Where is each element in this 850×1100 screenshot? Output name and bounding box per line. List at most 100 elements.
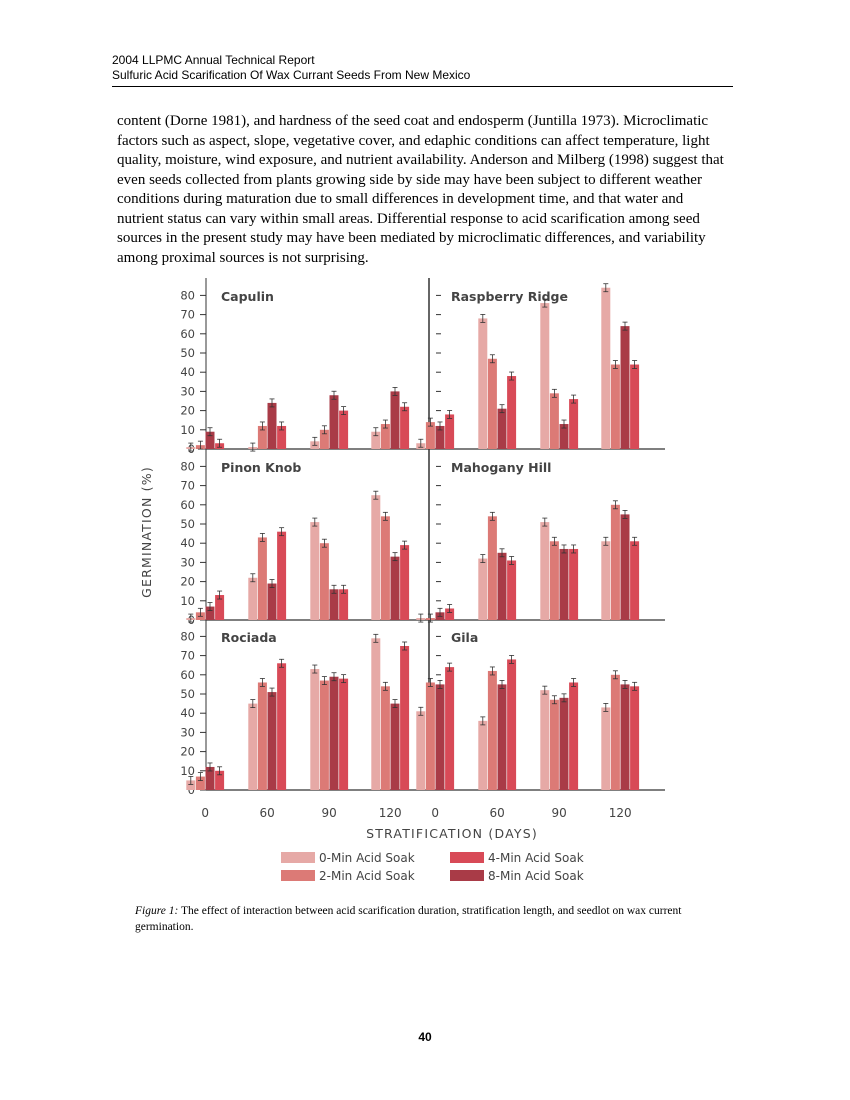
panel-title: Pinon Knob bbox=[221, 460, 301, 475]
bar-pinon-knob bbox=[339, 589, 349, 620]
bar-mahogany-hill bbox=[601, 541, 611, 620]
bar-capulin bbox=[267, 402, 277, 449]
panel-title: Gila bbox=[451, 630, 478, 645]
legend-swatch bbox=[281, 870, 315, 881]
bar-gila bbox=[445, 667, 455, 790]
bar-raspberry-ridge bbox=[487, 358, 497, 449]
bar-raspberry-ridge bbox=[540, 303, 550, 449]
panel-title: Rociada bbox=[221, 630, 277, 645]
bar-gila bbox=[569, 682, 579, 790]
y-tick-label: 30 bbox=[180, 384, 195, 398]
bar-raspberry-ridge bbox=[435, 425, 445, 449]
bar-mahogany-hill bbox=[549, 541, 559, 620]
bar-gila bbox=[507, 659, 517, 790]
y-tick-label: 70 bbox=[180, 308, 195, 322]
bar-mahogany-hill bbox=[507, 560, 517, 620]
y-tick-label: 30 bbox=[180, 725, 195, 739]
y-tick-label: 10 bbox=[180, 423, 195, 437]
bar-gila bbox=[497, 684, 507, 790]
legend-swatch bbox=[450, 870, 484, 881]
header-divider bbox=[112, 86, 733, 87]
bar-capulin bbox=[277, 425, 287, 449]
bar-rociada bbox=[257, 682, 267, 790]
bar-rociada bbox=[186, 780, 196, 790]
bar-raspberry-ridge bbox=[610, 364, 620, 449]
bar-rociada bbox=[329, 676, 339, 790]
bar-capulin bbox=[257, 425, 267, 449]
y-tick-label: 50 bbox=[180, 346, 195, 360]
y-tick-label: 50 bbox=[180, 517, 195, 531]
bar-gila bbox=[559, 697, 569, 790]
y-tick-label: 70 bbox=[180, 649, 195, 663]
y-tick-label: 10 bbox=[180, 594, 195, 608]
bar-rociada bbox=[267, 692, 277, 790]
bar-pinon-knob bbox=[400, 545, 410, 620]
y-tick-label: 80 bbox=[180, 459, 195, 473]
x-tick-label: 90 bbox=[552, 806, 567, 820]
bar-raspberry-ridge bbox=[425, 422, 435, 449]
bar-capulin bbox=[205, 431, 215, 449]
legend-label: 8-Min Acid Soak bbox=[488, 869, 584, 883]
x-tick-label: 60 bbox=[490, 806, 505, 820]
bar-raspberry-ridge bbox=[478, 318, 488, 449]
bar-pinon-knob bbox=[390, 556, 400, 620]
bar-pinon-knob bbox=[215, 595, 225, 620]
bar-gila bbox=[630, 686, 640, 790]
bar-gila bbox=[620, 684, 630, 790]
panel-title: Capulin bbox=[221, 289, 274, 304]
x-axis-title: STRATIFICATION (DAYS) bbox=[366, 826, 538, 841]
bar-mahogany-hill bbox=[610, 504, 620, 620]
y-axis-title: GERMINATION (%) bbox=[139, 466, 154, 598]
bar-capulin bbox=[371, 431, 381, 449]
bar-gila bbox=[425, 682, 435, 790]
report-header: 2004 LLPMC Annual Technical Report Sulfu… bbox=[112, 53, 732, 83]
bar-rociada bbox=[390, 703, 400, 790]
bar-mahogany-hill bbox=[497, 552, 507, 620]
y-tick-label: 10 bbox=[180, 764, 195, 778]
bar-raspberry-ridge bbox=[620, 326, 630, 449]
bar-rociada bbox=[319, 680, 329, 790]
bar-raspberry-ridge bbox=[601, 287, 611, 449]
bar-rociada bbox=[339, 678, 349, 790]
bar-pinon-knob bbox=[257, 537, 267, 620]
legend-label: 0-Min Acid Soak bbox=[319, 851, 415, 865]
bar-raspberry-ridge bbox=[549, 393, 559, 449]
bar-pinon-knob bbox=[248, 577, 258, 620]
bar-gila bbox=[416, 711, 426, 790]
y-tick-label: 20 bbox=[180, 745, 195, 759]
bar-pinon-knob bbox=[380, 516, 390, 620]
y-tick-label: 80 bbox=[180, 629, 195, 643]
y-tick-label: 80 bbox=[180, 288, 195, 302]
bar-gila bbox=[610, 674, 620, 790]
panel-title: Mahogany Hill bbox=[451, 460, 551, 475]
bar-capulin bbox=[400, 406, 410, 449]
bar-rociada bbox=[248, 703, 258, 790]
y-tick-label: 40 bbox=[180, 365, 195, 379]
bar-rociada bbox=[205, 766, 215, 790]
legend-label: 2-Min Acid Soak bbox=[319, 869, 415, 883]
bar-capulin bbox=[380, 424, 390, 449]
legend-swatch bbox=[281, 852, 315, 863]
bar-raspberry-ridge bbox=[497, 408, 507, 449]
bar-mahogany-hill bbox=[630, 541, 640, 620]
bar-gila bbox=[549, 699, 559, 790]
figure-caption-label: Figure 1: bbox=[135, 905, 179, 917]
bar-raspberry-ridge bbox=[445, 414, 455, 449]
y-tick-label: 70 bbox=[180, 479, 195, 493]
x-tick-label: 120 bbox=[379, 806, 402, 820]
bar-rociada bbox=[380, 686, 390, 790]
bar-raspberry-ridge bbox=[559, 424, 569, 449]
legend-label: 4-Min Acid Soak bbox=[488, 851, 584, 865]
bar-pinon-knob bbox=[267, 583, 277, 620]
bar-raspberry-ridge bbox=[630, 364, 640, 449]
bar-gila bbox=[435, 684, 445, 790]
y-tick-label: 60 bbox=[180, 327, 195, 341]
figure-caption: Figure 1: The effect of interaction betw… bbox=[135, 903, 715, 935]
x-tick-label: 0 bbox=[431, 806, 439, 820]
bar-pinon-knob bbox=[371, 495, 381, 620]
report-subtitle: Sulfuric Acid Scarification Of Wax Curra… bbox=[112, 68, 471, 82]
bar-rociada bbox=[195, 776, 205, 790]
bar-raspberry-ridge bbox=[569, 399, 579, 449]
bar-gila bbox=[601, 707, 611, 790]
bar-capulin bbox=[329, 395, 339, 449]
